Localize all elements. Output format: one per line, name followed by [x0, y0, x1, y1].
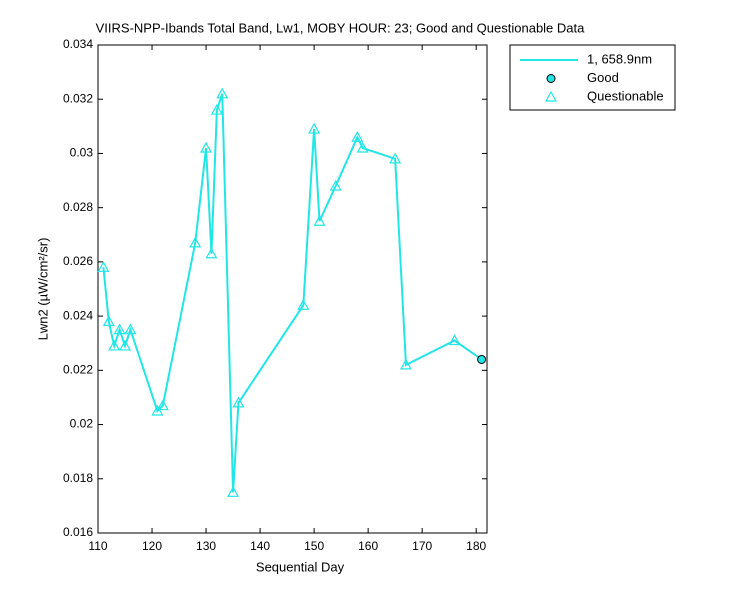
- data-point: [102, 315, 115, 327]
- y-tick-label: 0.016: [63, 525, 93, 539]
- x-tick-label: 110: [88, 539, 107, 553]
- data-point: [227, 486, 240, 497]
- y-tick-label: 0.018: [63, 471, 93, 485]
- x-axis-label: Sequential Day: [256, 559, 345, 574]
- data-point: [113, 323, 126, 335]
- data-point: [97, 261, 110, 272]
- data-point: [124, 323, 137, 335]
- legend-label: Questionable: [587, 88, 664, 103]
- legend-swatch: [546, 74, 556, 83]
- y-axis-label: Lwn2 (µW/cm²/sr): [35, 238, 50, 341]
- legend-box: [509, 44, 676, 111]
- data-point: [216, 87, 229, 99]
- data-point: [329, 179, 342, 191]
- y-tick-label: 0.028: [63, 200, 93, 214]
- y-tick-label: 0.026: [63, 254, 93, 268]
- data-point: [313, 214, 326, 226]
- data-point: [351, 130, 364, 142]
- x-tick-label: 120: [142, 539, 162, 553]
- data-point: [151, 404, 164, 416]
- y-tick-label: 0.02: [70, 417, 94, 431]
- x-tick-label: 180: [466, 539, 486, 553]
- y-tick-label: 0.024: [63, 308, 93, 322]
- data-point: [448, 334, 461, 346]
- x-tick-label: 140: [250, 539, 270, 553]
- data-point: [200, 141, 213, 153]
- data-point: [399, 358, 412, 370]
- data-point: [232, 396, 245, 408]
- x-tick-label: 150: [304, 539, 324, 553]
- data-point: [118, 339, 132, 351]
- data-point: [477, 354, 487, 364]
- data-point: [205, 247, 218, 259]
- y-tick-label: 0.032: [63, 91, 93, 105]
- data-point: [389, 152, 402, 164]
- data-point: [210, 103, 223, 115]
- data-point: [297, 299, 310, 310]
- data-point: [156, 399, 169, 411]
- data-point: [308, 122, 321, 134]
- data-line: [102, 93, 483, 493]
- data-point: [356, 141, 369, 153]
- chart-title: VIIRS-NPP-Ibands Total Band, Lw1, MOBY H…: [96, 20, 585, 35]
- plot-frame: [97, 44, 488, 534]
- legend-label: Good: [587, 70, 619, 85]
- x-tick-label: 160: [358, 539, 378, 553]
- y-tick-label: 0.03: [70, 146, 94, 160]
- data-point: [189, 236, 202, 248]
- legend-label: 1, 658.9nm: [587, 51, 652, 66]
- x-tick-label: 170: [412, 539, 432, 553]
- data-point: [108, 339, 121, 351]
- legend-swatch: [544, 90, 558, 102]
- y-tick-label: 0.022: [63, 363, 93, 377]
- x-tick-label: 130: [196, 539, 216, 553]
- y-tick-label: 0.034: [63, 37, 93, 51]
